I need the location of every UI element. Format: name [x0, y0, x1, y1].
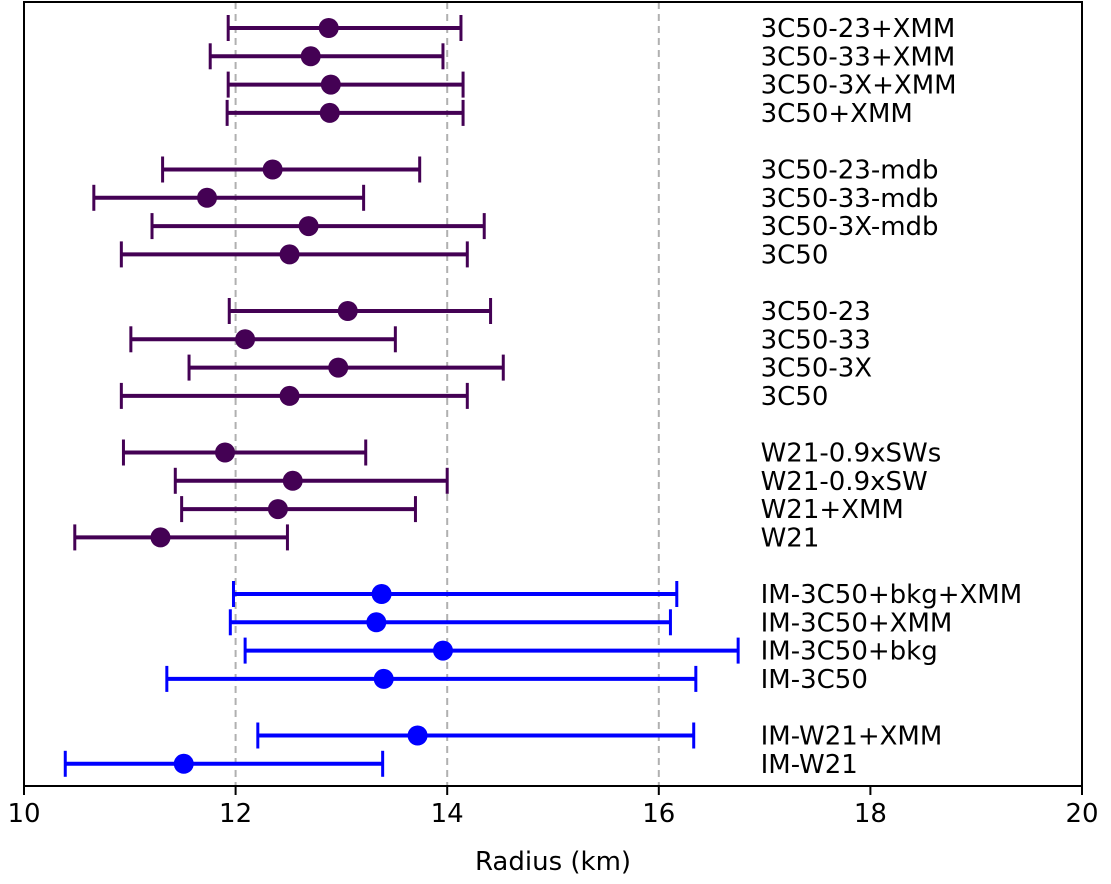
- data-point: [300, 46, 321, 67]
- error-bar-row: [161, 156, 422, 183]
- error-bar-row: [243, 637, 740, 664]
- row-label: IM-3C50+bkg: [761, 637, 938, 667]
- error-bar-row: [119, 241, 469, 268]
- data-point: [215, 442, 236, 463]
- row-label: W21-0.9xSWs: [761, 439, 942, 469]
- error-bar-row: [121, 439, 368, 466]
- row-label: IM-3C50+bkg+XMM: [761, 580, 1023, 610]
- error-bar-row: [73, 524, 289, 551]
- data-point: [267, 499, 288, 520]
- row-label: IM-W21+XMM: [761, 722, 943, 752]
- data-point: [197, 187, 218, 208]
- data-point: [282, 470, 303, 491]
- row-label: 3C50-23-mdb: [761, 156, 939, 186]
- data-point: [318, 18, 339, 38]
- row-label: 3C50-33: [761, 325, 871, 355]
- x-axis-title: Radius (km): [475, 847, 631, 877]
- error-bar-row: [173, 467, 449, 494]
- data-point: [373, 668, 394, 689]
- data-point: [320, 74, 341, 95]
- error-bar-row: [226, 15, 463, 41]
- row-label: 3C50+XMM: [761, 99, 913, 129]
- data-point: [173, 753, 194, 774]
- data-point: [371, 584, 392, 604]
- x-tick-label: 18: [854, 799, 887, 829]
- error-bar-row: [208, 43, 445, 70]
- row-label: 3C50: [761, 382, 829, 412]
- error-bar-row: [150, 213, 486, 240]
- error-bar-row: [226, 71, 465, 98]
- row-label: 3C50-23: [761, 297, 871, 327]
- row-label: 3C50-23+XMM: [761, 14, 956, 44]
- error-bar-row: [63, 750, 385, 777]
- error-bar-row: [129, 326, 397, 353]
- row-label: 3C50-3X-mdb: [761, 212, 939, 242]
- row-label: 3C50-3X: [761, 354, 873, 384]
- x-tick-label: 16: [642, 799, 675, 829]
- data-point: [279, 385, 300, 406]
- row-label: IM-W21: [761, 750, 858, 780]
- data-point: [150, 527, 171, 548]
- row-labels: 3C50-23+XMM3C50-33+XMM3C50-3X+XMM3C50+XM…: [761, 14, 1023, 780]
- x-tick-label: 10: [7, 799, 40, 829]
- error-bar-row: [180, 496, 417, 523]
- data-point: [366, 612, 387, 633]
- row-label: 3C50-33+XMM: [761, 42, 956, 72]
- x-tick-label: 20: [1065, 799, 1098, 829]
- data-point: [235, 329, 256, 350]
- error-bar-row: [187, 354, 505, 381]
- row-label: IM-3C50: [761, 665, 868, 695]
- data-rows: [63, 15, 740, 777]
- row-label: 3C50-33-mdb: [761, 184, 939, 214]
- error-bar-row: [119, 382, 469, 409]
- data-point: [407, 725, 428, 746]
- error-bar-row: [225, 99, 465, 126]
- row-label: 3C50-3X+XMM: [761, 71, 957, 101]
- error-bar-row: [228, 609, 672, 636]
- data-point: [337, 301, 358, 321]
- data-point: [319, 102, 340, 123]
- row-label: W21: [761, 523, 820, 553]
- error-bar-row: [256, 722, 696, 749]
- data-point: [279, 244, 300, 265]
- row-label: IM-3C50+XMM: [761, 608, 953, 638]
- error-bar-row: [92, 184, 366, 211]
- data-point: [298, 216, 319, 237]
- x-tick-label: 12: [219, 799, 252, 829]
- x-tick-label: 14: [431, 799, 464, 829]
- error-bar-row: [231, 581, 679, 607]
- data-point: [328, 357, 349, 378]
- row-label: W21-0.9xSW: [761, 467, 928, 497]
- row-label: W21+XMM: [761, 495, 904, 525]
- plot-frame: [23, 1, 1083, 787]
- data-point: [262, 159, 283, 180]
- row-label: 3C50: [761, 240, 829, 270]
- x-axis-ticks: 10 12 14 16 18 20: [7, 786, 1099, 829]
- data-point: [432, 640, 453, 661]
- error-bar-row: [165, 665, 698, 692]
- error-bar-row: [227, 298, 493, 324]
